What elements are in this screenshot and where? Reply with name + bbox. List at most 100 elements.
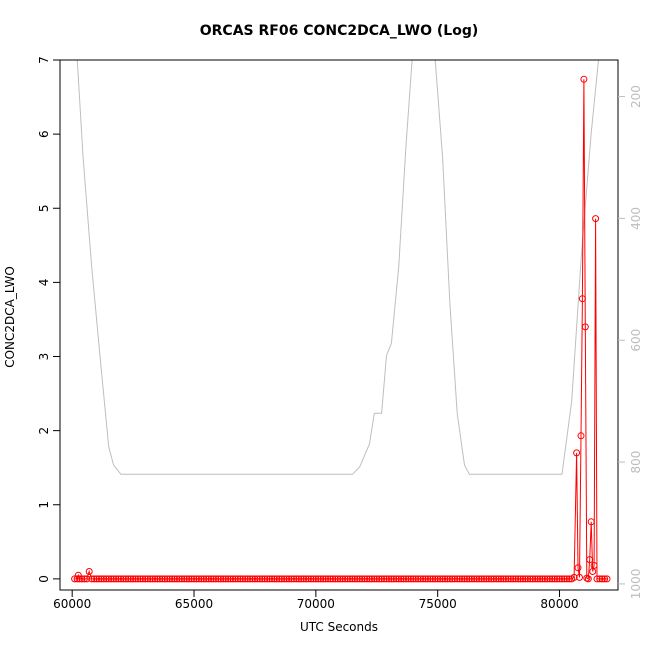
data-point: [361, 575, 369, 583]
data-point: [102, 575, 110, 583]
data-point: [558, 575, 566, 583]
data-point: [536, 575, 544, 583]
data-point: [115, 575, 122, 583]
data-point: [375, 575, 383, 583]
data-point: [241, 575, 249, 583]
data-point: [76, 575, 83, 583]
data-point: [434, 575, 442, 583]
data-point: [154, 575, 161, 583]
data-point: [344, 575, 351, 583]
data-point: [436, 575, 444, 583]
data-point: [548, 575, 556, 583]
data-point: [576, 573, 583, 581]
data-point: [461, 575, 468, 583]
data-point: [490, 575, 498, 583]
data-point: [239, 575, 247, 583]
data-point: [229, 575, 237, 583]
primary-series-line: [74, 79, 607, 580]
data-point: [429, 575, 437, 583]
data-point: [256, 575, 264, 583]
data-point: [224, 575, 232, 583]
data-point: [512, 575, 520, 583]
data-point: [485, 575, 493, 583]
data-point: [373, 575, 381, 583]
data-point: [524, 575, 532, 583]
data-point: [593, 575, 601, 583]
data-point: [312, 575, 320, 583]
data-point: [234, 575, 242, 583]
data-point: [482, 575, 490, 583]
x-axis-label: UTC Seconds: [300, 620, 378, 634]
data-point: [173, 575, 181, 583]
data-point: [346, 575, 354, 583]
data-point: [205, 575, 213, 583]
data-point: [105, 575, 113, 583]
y-tick-label: 7: [37, 56, 51, 64]
data-point: [275, 575, 283, 583]
data-point: [502, 575, 510, 583]
data-point: [80, 575, 88, 583]
x-tick-label: 65000: [175, 597, 213, 611]
data-point: [380, 575, 388, 583]
y-axis-label: CONC2DCA_LWO: [3, 266, 17, 368]
data-point: [200, 575, 208, 583]
data-point: [129, 575, 137, 583]
data-point: [529, 575, 537, 583]
data-point: [601, 575, 609, 583]
data-point: [448, 575, 456, 583]
data-point: [351, 575, 359, 583]
chart-title: ORCAS RF06 CONC2DCA_LWO (Log): [200, 23, 479, 39]
data-point: [422, 575, 429, 583]
y2-tick-label: 400: [629, 207, 643, 230]
data-point: [443, 575, 451, 583]
data-point: [565, 575, 573, 583]
data-point: [463, 575, 471, 583]
data-point: [134, 575, 142, 583]
data-point: [456, 575, 464, 583]
data-point: [331, 575, 339, 583]
data-point: [222, 575, 230, 583]
data-point: [263, 575, 271, 583]
data-point: [592, 215, 600, 223]
data-point: [507, 575, 515, 583]
data-point: [546, 575, 554, 583]
data-point: [85, 568, 93, 575]
data-point: [526, 575, 534, 583]
data-point: [319, 575, 327, 583]
data-point: [553, 575, 561, 583]
data-point: [519, 575, 527, 583]
data-point: [285, 575, 293, 583]
data-point: [402, 575, 410, 583]
data-point: [314, 575, 322, 583]
data-point: [387, 575, 395, 583]
data-point: [473, 575, 481, 583]
data-point: [144, 575, 152, 583]
data-point: [353, 575, 361, 583]
data-point: [451, 575, 459, 583]
data-point: [253, 575, 261, 583]
data-point: [183, 575, 191, 583]
data-point: [185, 575, 193, 583]
data-point: [158, 575, 166, 583]
data-point: [426, 575, 434, 583]
data-point: [180, 575, 188, 583]
data-point: [202, 575, 210, 583]
data-point: [487, 575, 495, 583]
data-point: [166, 575, 174, 583]
plot-area: 60000 65000 70000 75000 80000 0 1 2 3 4 5 6 7 200 400 6…: [37, 56, 643, 611]
data-point: [475, 575, 483, 583]
data-point: [219, 575, 227, 583]
data-point: [305, 575, 312, 583]
data-point: [214, 575, 222, 583]
data-point: [110, 575, 118, 583]
data-point: [329, 575, 337, 583]
y-tick-label: 5: [37, 204, 51, 212]
data-point: [244, 575, 252, 583]
data-point: [534, 575, 542, 583]
data-point: [168, 575, 176, 583]
data-point: [117, 575, 125, 583]
data-point: [358, 575, 366, 583]
data-point: [231, 575, 239, 583]
data-point: [581, 323, 589, 331]
data-point: [78, 575, 86, 583]
